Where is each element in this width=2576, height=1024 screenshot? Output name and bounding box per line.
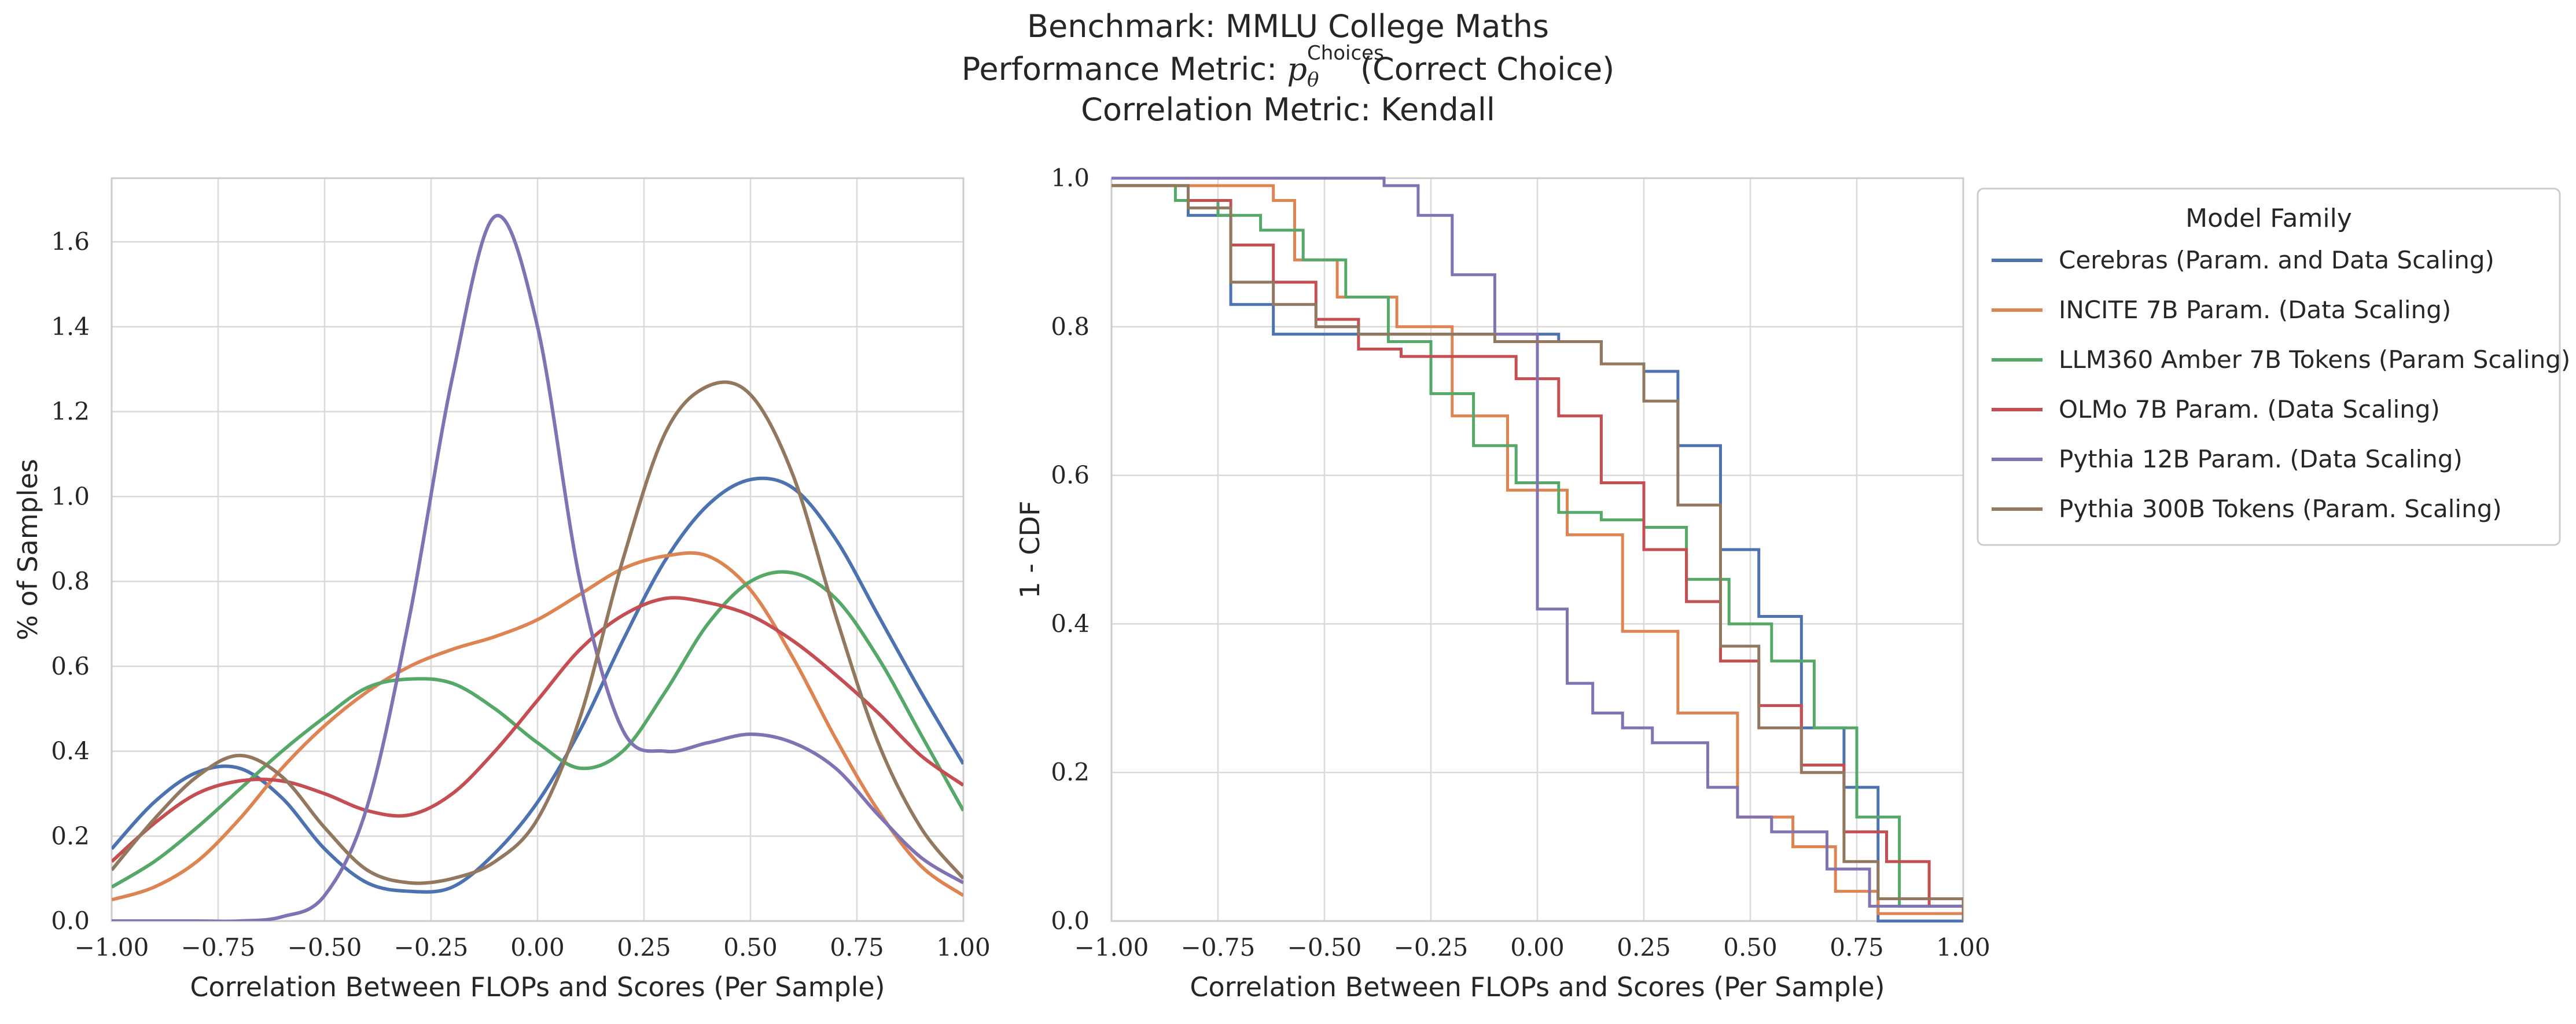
cdf-step-llm360 (1112, 184, 1963, 914)
title-metric-sup: Choices (1307, 42, 1384, 65)
title-performance-metric: Performance Metric: p Choices θ (Correct Ch… (0, 42, 2576, 91)
y-tick-label: 0.6 (51, 652, 90, 680)
title-correlation-metric: Correlation Metric: Kendall (1081, 91, 1495, 128)
title-metric-sub: θ (1307, 68, 1319, 91)
y-tick-label: 1.0 (1051, 164, 1090, 192)
x-tick-label: −0.50 (288, 933, 362, 962)
y-tick-label: 0.0 (1051, 907, 1090, 935)
kde-line-pythia12b (112, 213, 963, 921)
kde-line-olmo (112, 596, 963, 863)
x-tick-label: 0.25 (617, 933, 671, 962)
legend-label-pythia12b: Pythia 12B Param. (Data Scaling) (2059, 445, 2463, 473)
legend-label-llm360: LLM360 Amber 7B Tokens (Param Scaling) (2059, 345, 2570, 374)
legend-label-incite: INCITE 7B Param. (Data Scaling) (2059, 296, 2451, 324)
x-tick-label: 0.75 (830, 933, 884, 962)
x-axis-label: Correlation Between FLOPs and Scores (Pe… (1190, 971, 1885, 1003)
y-tick-label: 1.2 (51, 397, 90, 426)
x-axis-label: Correlation Between FLOPs and Scores (Pe… (190, 971, 885, 1003)
x-tick-label: 1.00 (936, 933, 991, 962)
title-metric-p: p (1287, 51, 1307, 87)
x-tick-label: 0.25 (1617, 933, 1671, 962)
y-tick-label: 1.4 (51, 312, 90, 341)
y-tick-label: 0.0 (51, 907, 90, 935)
plot-frame (111, 177, 965, 922)
x-tick-label: −0.75 (181, 933, 256, 962)
x-tick-label: −0.25 (394, 933, 469, 962)
title-metric-suffix: (Correct Choice) (1360, 51, 1615, 87)
y-tick-label: 0.4 (51, 737, 90, 765)
y-tick-label: 0.4 (1051, 609, 1090, 638)
legend: Model Family Cerebras (Param. and Data Sc… (1977, 187, 2570, 546)
kde-series-group (112, 213, 963, 921)
x-tick-label: −0.25 (1394, 933, 1469, 962)
plot-frame (1110, 177, 1964, 922)
x-tick-label: 0.50 (1723, 933, 1778, 962)
y-axis-label: % of Samples (12, 459, 43, 640)
legend-label-pythia300b: Pythia 300B Tokens (Param. Scaling) (2059, 495, 2502, 523)
cdf-step-pythia12b (1112, 176, 1963, 921)
legend-title: Model Family (2185, 204, 2352, 233)
figure-title: Benchmark: MMLU College Maths Performanc… (0, 0, 2576, 139)
y-tick-label: 0.6 (1051, 461, 1090, 489)
y-tick-label: 1.0 (51, 482, 90, 510)
legend-label-cerebras: Cerebras (Param. and Data Scaling) (2059, 246, 2494, 274)
x-tick-label: −1.00 (1074, 933, 1149, 962)
x-tick-label: 0.50 (723, 933, 778, 962)
kde-line-incite (112, 551, 963, 902)
left-chart: −1.00 −0.75 −0.50 −0.25 0.00 0.25 0.50 0.75 1.00… (12, 177, 991, 1003)
y-axis-label: 1 - CDF (1014, 500, 1046, 598)
y-tick-label: 0.8 (1051, 312, 1090, 341)
cdf-series-group (1112, 176, 1963, 923)
x-tick-label: 0.00 (510, 933, 565, 962)
kde-line-pythia300b (112, 380, 963, 885)
legend-box (1977, 187, 2561, 546)
x-tick-label: 0.00 (1510, 933, 1565, 962)
title-metric-prefix: Performance Metric: (961, 51, 1287, 87)
x-tick-label: −0.75 (1181, 933, 1256, 962)
x-tick-label: 1.00 (1936, 933, 1990, 962)
cdf-step-pythia300b (1112, 184, 1963, 921)
y-tick-label: 1.6 (51, 227, 90, 256)
legend-label-olmo: OLMo 7B Param. (Data Scaling) (2059, 395, 2440, 423)
title-benchmark: Benchmark: MMLU College Maths (1026, 8, 1550, 45)
right-chart: −1.00 −0.75 −0.50 −0.25 0.00 0.25 0.50 0.75 1.00… (1014, 164, 1990, 1003)
x-tick-label: 0.75 (1830, 933, 1884, 962)
x-tick-label: −0.50 (1287, 933, 1362, 962)
y-tick-label: 0.2 (1051, 758, 1090, 786)
x-tick-label: −1.00 (75, 933, 149, 962)
y-tick-label: 0.2 (51, 822, 90, 850)
y-tick-label: 0.8 (51, 567, 90, 595)
